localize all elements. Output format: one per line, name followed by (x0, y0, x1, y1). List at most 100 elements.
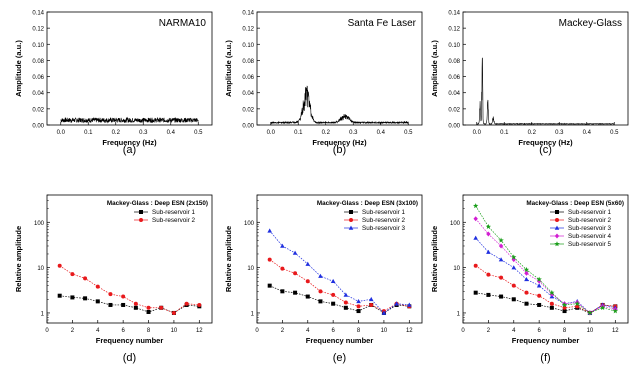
x-tick-label: 0.5 (194, 130, 203, 136)
y-tick-label: 0.08 (448, 59, 460, 65)
data-point (599, 304, 606, 311)
data-point (524, 290, 529, 295)
data-point (498, 243, 504, 249)
y-tick-label: 10 (37, 266, 44, 272)
x-tick-label: 4 (96, 328, 100, 334)
chart-panel-f: 1 10 100 0 2 4 6 8 10 12 Frequency number Relative … (430, 194, 629, 364)
series-1 (57, 293, 202, 315)
data-point (343, 305, 348, 310)
data-point (473, 263, 478, 268)
y-tick-label: 0.12 (448, 27, 460, 33)
data-point (318, 289, 323, 294)
x-tick-label: 8 (147, 328, 151, 334)
data-point (511, 297, 516, 302)
legend-marker (554, 233, 560, 239)
data-point (549, 289, 555, 295)
spectrum-line (476, 57, 615, 126)
data-point (57, 263, 62, 268)
chart-panel-b: 0.00 0.02 0.04 0.06 0.08 0.10 0.12 0.14 0.0 0.1 0.… (224, 11, 423, 156)
x-tick-label: 0.0 (57, 130, 66, 136)
y-axis-label: Relative amplitude (430, 226, 439, 292)
data-point (537, 293, 542, 298)
data-point (499, 294, 504, 299)
spectrum-line (270, 85, 409, 125)
x-tick-label: 0.1 (500, 130, 509, 136)
data-point (184, 301, 189, 306)
y-tick-label: 0.00 (448, 124, 460, 130)
x-tick-label: 8 (357, 328, 361, 334)
y-tick-label: 0.08 (242, 59, 254, 65)
x-tick-label: 8 (563, 328, 567, 334)
data-point (95, 299, 100, 304)
y-tick-label: 0.04 (32, 91, 44, 97)
y-tick-label: 0.14 (242, 11, 254, 17)
y-tick-label: 1 (457, 311, 461, 317)
x-tick-label: 10 (587, 328, 594, 334)
x-tick-label: 0 (461, 328, 465, 334)
plot-frame (462, 11, 629, 126)
x-tick-label: 0.1 (84, 130, 93, 136)
data-point (407, 302, 412, 307)
data-point (121, 294, 126, 299)
data-point (318, 273, 323, 278)
data-point (486, 272, 491, 277)
y-axis-label: Amplitude (a.u.) (224, 40, 233, 97)
y-axis-label: Relative amplitude (224, 226, 233, 292)
series-5 (473, 203, 618, 316)
data-point (356, 304, 361, 309)
data-point (485, 223, 492, 229)
x-tick-label: 0.0 (473, 130, 482, 136)
x-tick-label: 0.5 (610, 130, 619, 136)
y-tick-label: 0.04 (448, 91, 460, 97)
y-tick-label: 0.10 (242, 43, 254, 49)
y-tick-label: 1 (41, 311, 45, 317)
y-tick-label: 0.02 (242, 107, 254, 113)
data-point (331, 301, 336, 306)
data-point (381, 310, 387, 315)
data-point (318, 299, 323, 304)
data-point (267, 257, 272, 262)
data-point (267, 228, 272, 233)
x-tick-label: 6 (537, 328, 541, 334)
data-point (612, 308, 618, 314)
data-point (280, 243, 285, 248)
data-point (473, 203, 479, 209)
data-point (197, 302, 202, 307)
y-tick-label: 0.00 (242, 124, 254, 130)
x-axis-label: Frequency (Hz) (518, 138, 573, 147)
data-point (133, 301, 138, 306)
panel-label: (b) (333, 144, 346, 156)
data-point (70, 272, 75, 277)
data-point (511, 283, 516, 288)
x-tick-label: 0.3 (349, 130, 358, 136)
x-axis-label: Frequency number (512, 336, 580, 345)
x-tick-label: 0.0 (267, 130, 276, 136)
data-point (280, 266, 285, 271)
panel-label: (a) (123, 144, 136, 156)
data-point (108, 292, 113, 297)
legend-marker (555, 210, 559, 214)
data-point (511, 254, 517, 260)
legend-label: Sub-reservoir 3 (362, 225, 406, 232)
chart-panel-c: 0.00 0.02 0.04 0.06 0.08 0.10 0.12 0.14 0.0 0.1 0.… (430, 11, 629, 156)
y-tick-label: 1 (251, 311, 255, 317)
series-2 (267, 257, 412, 314)
y-tick-label: 0.14 (448, 11, 460, 17)
legend-label: Sub-reservoir 2 (362, 217, 406, 224)
legend-marker (139, 210, 143, 214)
data-point (473, 216, 478, 222)
legend-label: Sub-reservoir 1 (568, 209, 612, 216)
data-point (146, 309, 151, 314)
x-tick-label: 0.4 (583, 130, 592, 136)
x-tick-label: 0.2 (112, 130, 121, 136)
data-point (83, 276, 88, 281)
x-tick-label: 2 (487, 328, 491, 334)
data-point (561, 302, 568, 308)
y-tick-label: 10 (453, 266, 460, 272)
data-point (305, 279, 310, 284)
y-axis-label: Relative amplitude (14, 226, 23, 292)
data-point (293, 290, 298, 295)
